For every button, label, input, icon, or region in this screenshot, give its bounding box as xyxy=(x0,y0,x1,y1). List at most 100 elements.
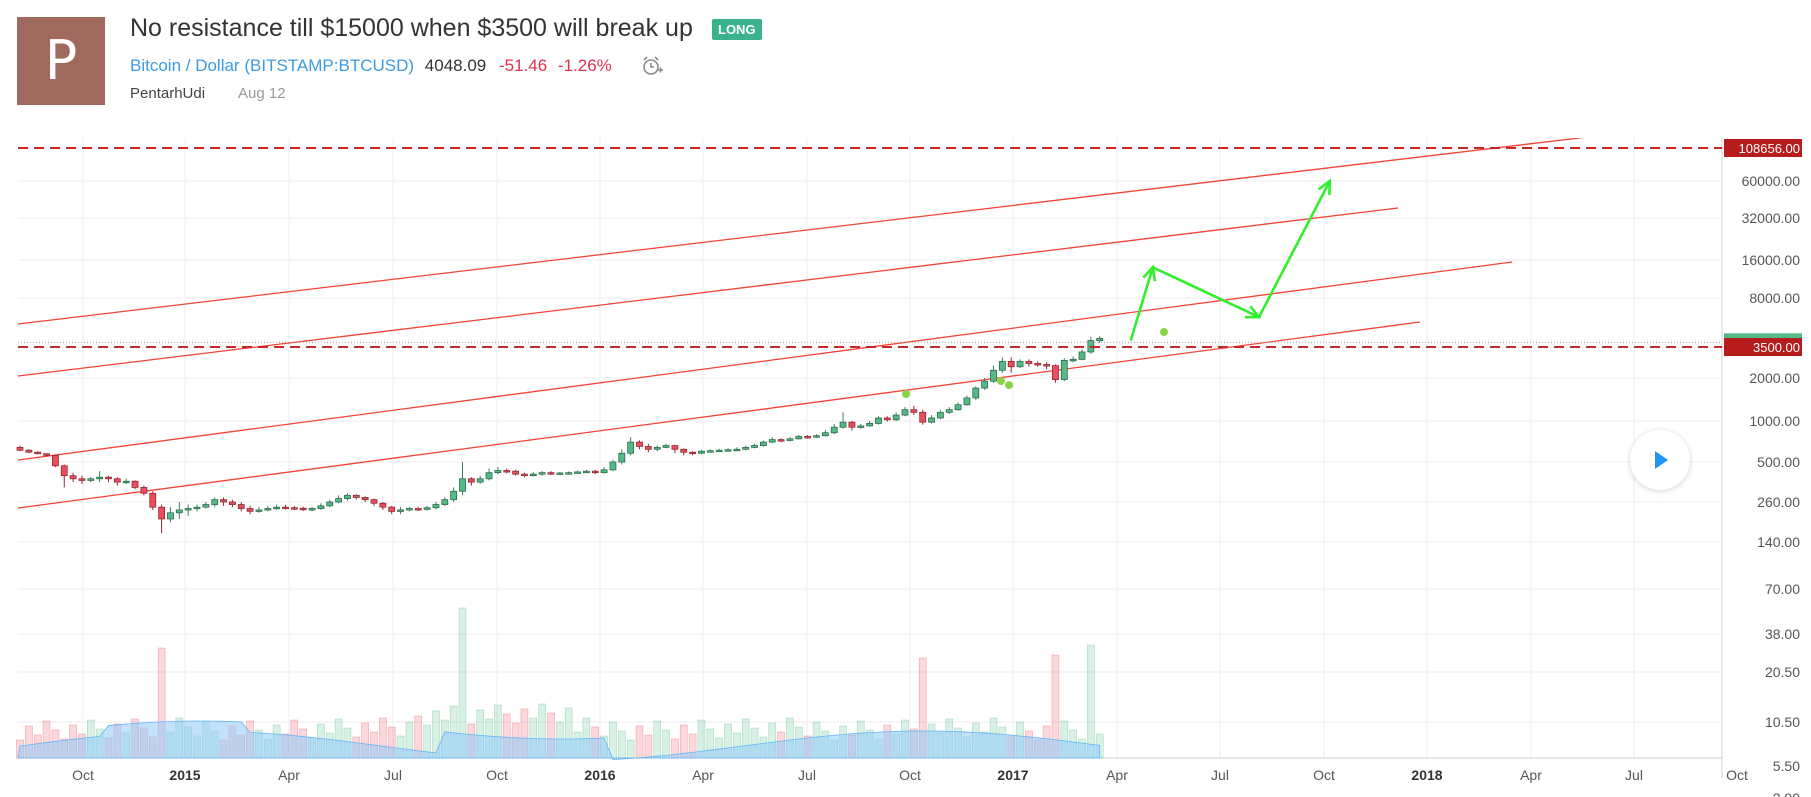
candle-body xyxy=(529,473,537,477)
candle-body xyxy=(1007,360,1015,368)
candle-body xyxy=(839,421,847,428)
candle-body xyxy=(299,507,307,511)
candle-body xyxy=(972,387,980,399)
long-badge: LONG xyxy=(712,19,762,40)
candle-body xyxy=(945,409,953,413)
candle-body xyxy=(981,380,989,389)
price-label: 3500.00 xyxy=(1753,340,1800,355)
time-tick-label: 2015 xyxy=(169,767,200,783)
candle-body xyxy=(467,478,475,483)
candle-body xyxy=(937,411,944,419)
last-price: 4048.09 xyxy=(424,56,487,75)
candle-body xyxy=(1069,358,1077,362)
time-tick-label: Jul xyxy=(384,767,402,783)
candle-body xyxy=(848,421,856,428)
trend-channel-line-3 xyxy=(17,261,1513,461)
candle-body xyxy=(414,508,422,511)
candle-body xyxy=(760,441,767,446)
candle-body xyxy=(1078,351,1086,360)
candle-body xyxy=(202,504,210,508)
candle-body xyxy=(282,506,289,510)
author-avatar[interactable]: P xyxy=(17,17,105,105)
candle-body xyxy=(220,499,227,503)
price-chart[interactable]: 108656.00 60000.00 32000.00 16000.00 8000.00… xyxy=(0,138,1811,797)
price-label-box xyxy=(1724,338,1802,356)
time-tick-label: 2017 xyxy=(997,767,1028,783)
price-tick-label: 2000.00 xyxy=(1749,370,1800,386)
time-tick-label: Oct xyxy=(1313,767,1335,783)
candle-body xyxy=(1052,365,1059,380)
signal-dot xyxy=(997,377,1005,385)
candle-body xyxy=(609,461,617,471)
symbol-name-link[interactable]: Bitcoin / Dollar xyxy=(130,56,240,75)
volume-bar xyxy=(662,729,670,759)
candle-body xyxy=(556,472,564,475)
candle-body xyxy=(644,446,652,450)
candle-body xyxy=(733,448,741,452)
candle-body xyxy=(1034,363,1042,366)
candle-body xyxy=(919,411,927,423)
candle-body xyxy=(928,417,935,423)
candle-body xyxy=(140,487,148,494)
candle-body xyxy=(565,472,573,475)
price-change-percent: -1.26% xyxy=(557,56,612,75)
candle-body xyxy=(892,414,900,421)
candle-body xyxy=(60,465,68,477)
candle-body xyxy=(963,397,971,406)
chart-grid xyxy=(18,138,1723,778)
price-tick-label: 10.50 xyxy=(1765,714,1800,730)
author-name-link[interactable]: PentarhUdi xyxy=(130,85,206,102)
alarm-clock-plus-icon[interactable] xyxy=(640,54,664,78)
price-tick-label: 38.00 xyxy=(1765,626,1800,642)
play-button[interactable] xyxy=(1630,430,1690,490)
candle-body xyxy=(689,451,696,455)
price-tick-label: 32000.00 xyxy=(1742,210,1801,226)
symbol-exchange-link[interactable]: BITSTAMP:BTCUSD xyxy=(250,56,409,75)
candle-body xyxy=(990,369,997,382)
candle-body xyxy=(255,509,263,512)
candle-body xyxy=(193,506,201,510)
symbol-close-paren: ) xyxy=(408,56,415,75)
volume-bar xyxy=(1087,644,1095,759)
candle-body xyxy=(397,509,404,512)
symbol-line: Bitcoin / Dollar (BITSTAMP:BTCUSD) 4048.… xyxy=(130,56,612,76)
candle-body xyxy=(503,470,511,473)
candle-body xyxy=(69,475,77,480)
candle-body xyxy=(175,509,183,514)
price-tick-label: 5.50 xyxy=(1773,758,1800,774)
play-icon xyxy=(1655,451,1668,469)
price-label: 108656.00 xyxy=(1739,141,1800,156)
candle-body xyxy=(715,449,723,453)
candle-body xyxy=(264,508,272,511)
candle-body xyxy=(52,454,59,467)
candle-body xyxy=(910,409,918,413)
candle-body xyxy=(998,360,1006,371)
time-tick-label: Apr xyxy=(692,767,714,783)
candle-body xyxy=(388,506,396,512)
volume-bars xyxy=(16,607,1104,760)
price-tick-label: 500.00 xyxy=(1757,454,1800,470)
volume-bar xyxy=(635,725,644,759)
publish-date: Aug 12 xyxy=(238,85,286,102)
candle-body xyxy=(768,439,776,443)
idea-title[interactable]: No resistance till $15000 when $3500 wil… xyxy=(130,14,693,42)
candle-body xyxy=(830,426,838,434)
signal-dot xyxy=(1005,381,1013,389)
projection-arrow xyxy=(1129,178,1332,341)
time-tick-label: Jul xyxy=(798,767,816,783)
candle-body xyxy=(485,472,493,480)
candle-body xyxy=(574,471,581,474)
candle-body xyxy=(1096,337,1104,341)
candle-body xyxy=(866,423,873,427)
symbol-open-paren: ( xyxy=(244,56,251,75)
price-change: -51.46 xyxy=(498,56,548,75)
candle-body xyxy=(78,478,86,481)
candle-body xyxy=(680,448,688,453)
volume-bar xyxy=(653,720,662,759)
candle-body xyxy=(538,472,546,475)
candle-body xyxy=(875,417,882,424)
candle-body xyxy=(246,508,254,512)
candle-body xyxy=(432,504,440,509)
price-tick-label: 260.00 xyxy=(1757,494,1800,510)
candle-body xyxy=(662,445,670,448)
